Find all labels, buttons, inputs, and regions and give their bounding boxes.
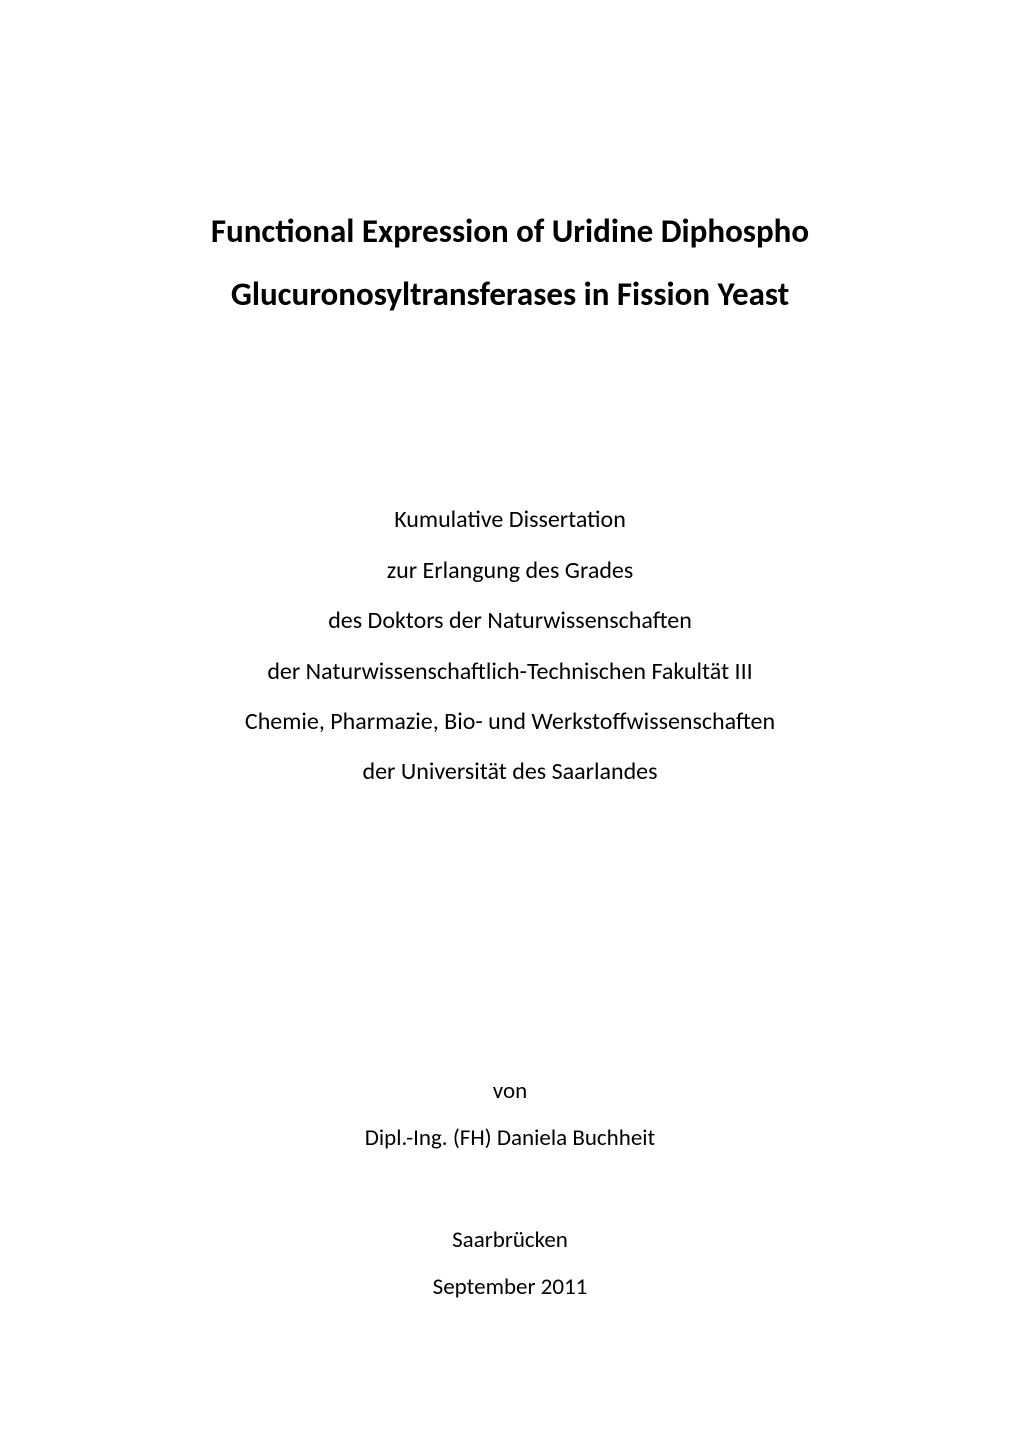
title-line-1: Functional Expression of Uridine Diphosp… bbox=[110, 200, 910, 263]
dissertation-title-page: Functional Expression of Uridine Diphosp… bbox=[0, 0, 1020, 1443]
author-von-label: von bbox=[110, 1068, 910, 1115]
dissertation-type: Kumulative Dissertation bbox=[110, 495, 910, 545]
degree-purpose-line: zur Erlangung des Grades bbox=[110, 546, 910, 596]
author-block: von Dipl.-Ing. (FH) Daniela Buchheit bbox=[110, 1068, 910, 1162]
date-line: September 2011 bbox=[110, 1264, 910, 1311]
department-line: Chemie, Pharmazie, Bio- und Werkstoffwis… bbox=[110, 697, 910, 747]
university-line: der Universität des Saarlandes bbox=[110, 747, 910, 797]
dissertation-info-block: Kumulative Dissertation zur Erlangung de… bbox=[110, 495, 910, 797]
title-line-2: Glucuronosyltransferases in Fission Yeas… bbox=[110, 263, 910, 326]
author-name: Dipl.-Ing. (FH) Daniela Buchheit bbox=[110, 1115, 910, 1162]
footer-block: Saarbrücken September 2011 bbox=[110, 1217, 910, 1311]
title-block: Functional Expression of Uridine Diphosp… bbox=[110, 200, 910, 325]
degree-name-line: des Doktors der Naturwissenschaften bbox=[110, 596, 910, 646]
place-line: Saarbrücken bbox=[110, 1217, 910, 1264]
faculty-line: der Naturwissenschaftlich-Technischen Fa… bbox=[110, 647, 910, 697]
